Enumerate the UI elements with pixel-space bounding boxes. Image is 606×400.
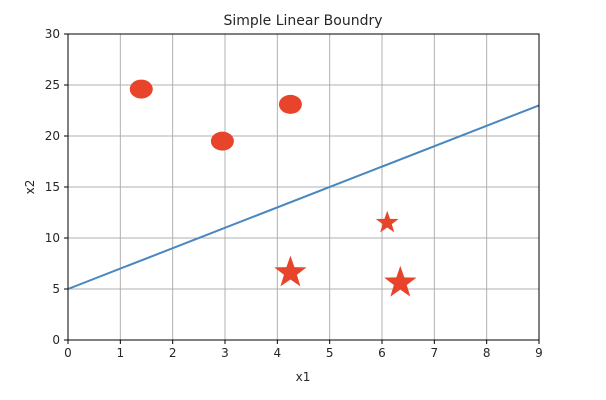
- decision-boundary-line: [67, 104, 540, 290]
- x-tick-label: 9: [535, 346, 543, 360]
- y-ticks: 0 5 10 15 20 25 30: [45, 27, 68, 347]
- y-axis-label: x2: [23, 180, 37, 195]
- y-tick-label: 10: [45, 231, 60, 245]
- x-tick-label: 7: [431, 346, 439, 360]
- star-point: [375, 210, 399, 233]
- circle-point: [278, 94, 302, 114]
- x-tick-label: 5: [326, 346, 334, 360]
- x-tick-label: 1: [117, 346, 125, 360]
- y-tick-label: 0: [52, 333, 60, 347]
- x-axis-label: x1: [296, 370, 311, 384]
- star-point: [384, 265, 417, 297]
- y-tick-label: 20: [45, 129, 60, 143]
- x-tick-label: 2: [169, 346, 177, 360]
- chart-title: Simple Linear Boundry: [223, 13, 382, 29]
- y-tick-label: 30: [45, 27, 60, 41]
- x-ticks: 0 1 2 3 4 5 6 7 8 9: [64, 340, 543, 360]
- y-tick-label: 15: [45, 180, 60, 194]
- x-tick-label: 3: [221, 346, 229, 360]
- boundary-lines: [67, 104, 540, 290]
- x-tick-label: 0: [64, 346, 72, 360]
- y-tick-label: 5: [52, 282, 60, 296]
- y-tick-label: 25: [45, 78, 60, 92]
- x-tick-label: 6: [378, 346, 386, 360]
- star-point: [274, 255, 307, 287]
- circle-point: [210, 131, 234, 151]
- data-points: [129, 79, 417, 297]
- x-tick-label: 8: [483, 346, 491, 360]
- circle-point: [129, 79, 153, 99]
- x-tick-label: 4: [274, 346, 282, 360]
